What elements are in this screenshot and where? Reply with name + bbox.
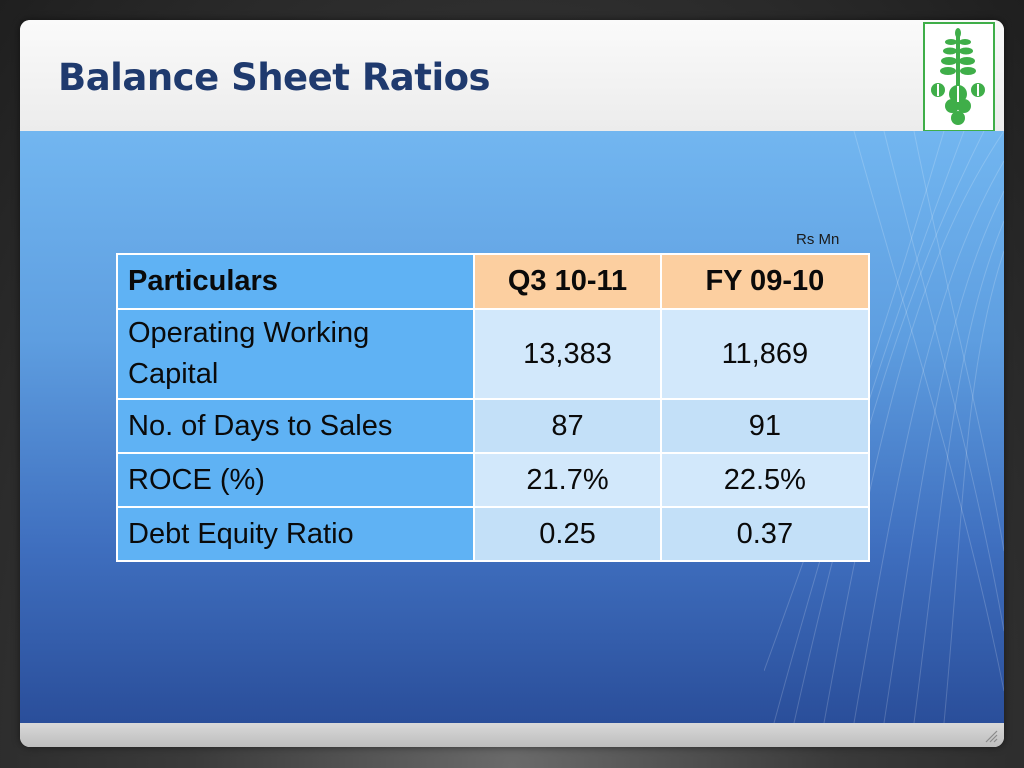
table-row: ROCE (%) 21.7% 22.5%: [115, 452, 871, 508]
slide: Balance Sheet Ratios: [20, 20, 1004, 747]
title-band: Balance Sheet Ratios: [20, 20, 1004, 132]
cell-q3-10-11: 87: [473, 398, 662, 454]
cell-fy-09-10: 11,869: [659, 308, 871, 400]
plant-logo-icon: [931, 28, 985, 125]
row-label: Operating Working Capital: [115, 308, 476, 400]
header-fy-09-10: FY 09-10: [659, 253, 871, 310]
content-area: Rs Mn Particulars Q3 10-11 FY 09-10 Oper…: [20, 131, 1004, 723]
table-row: Operating Working Capital 13,383 11,869: [115, 308, 871, 400]
row-label: Debt Equity Ratio: [115, 506, 476, 562]
cell-fy-09-10: 22.5%: [659, 452, 871, 508]
footer-bar: [20, 723, 1004, 747]
cell-fy-09-10: 91: [659, 398, 871, 454]
page-title: Balance Sheet Ratios: [58, 56, 491, 99]
ratios-table: Particulars Q3 10-11 FY 09-10 Operating …: [115, 253, 871, 562]
cell-q3-10-11: 21.7%: [473, 452, 662, 508]
unit-label: Rs Mn: [796, 231, 840, 248]
table-header-row: Particulars Q3 10-11 FY 09-10: [115, 253, 871, 310]
resize-grip-icon[interactable]: [984, 729, 998, 743]
company-logo-icon: [923, 22, 995, 132]
header-particulars: Particulars: [115, 253, 476, 310]
cell-q3-10-11: 13,383: [473, 308, 662, 400]
row-label: ROCE (%): [115, 452, 476, 508]
header-q3-10-11: Q3 10-11: [473, 253, 662, 310]
cell-fy-09-10: 0.37: [659, 506, 871, 562]
table-row: Debt Equity Ratio 0.25 0.37: [115, 506, 871, 562]
row-label: No. of Days to Sales: [115, 398, 476, 454]
cell-q3-10-11: 0.25: [473, 506, 662, 562]
table-row: No. of Days to Sales 87 91: [115, 398, 871, 454]
